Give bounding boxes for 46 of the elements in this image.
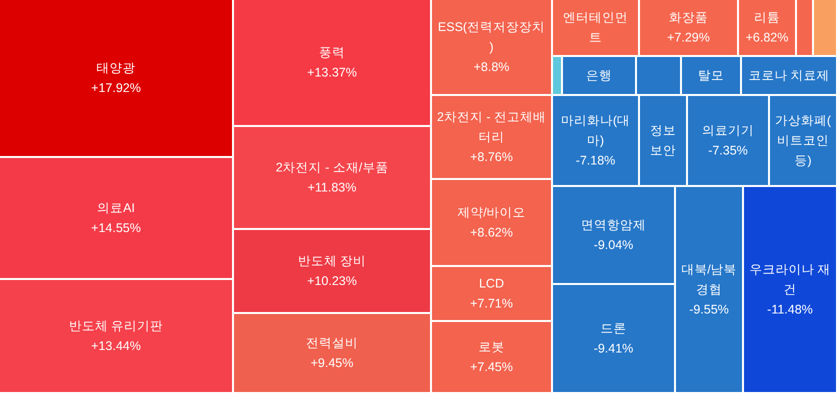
data-label: +7.71% xyxy=(470,296,513,310)
category-label: 엔터테인먼트 xyxy=(563,10,628,44)
category-label: 우크라이나 재건 xyxy=(749,262,831,296)
data-label: +7.45% xyxy=(470,360,513,374)
category-label: 2차전지 - 전고체배터리 xyxy=(436,110,546,144)
data-label: +17.92% xyxy=(91,81,141,95)
category-label: 풍력 xyxy=(319,46,345,60)
data-label: +8.8% xyxy=(474,60,510,74)
data-label: -7.35% xyxy=(708,144,748,158)
data-label: -9.41% xyxy=(594,342,634,356)
category-label: 은행 xyxy=(586,68,612,82)
data-label: +10.23% xyxy=(307,274,357,288)
category-label: 화장품 xyxy=(669,10,708,24)
category-label: 반도체 유리기판 xyxy=(68,319,164,333)
category-label: 가상화폐(비트코인 등) xyxy=(774,114,832,168)
category-label: 리튬 xyxy=(754,10,780,24)
category-label: LCD xyxy=(478,276,504,290)
data-label: +7.29% xyxy=(667,30,710,44)
data-label: +8.62% xyxy=(470,226,513,240)
category-label: 대북/남북경협 xyxy=(681,262,737,296)
category-label: 코로나 치료제 xyxy=(748,68,830,82)
category-label: 의료AI xyxy=(97,201,135,215)
data-label: -7.18% xyxy=(576,154,616,168)
data-label: +8.76% xyxy=(470,150,513,164)
category-label: 면역항암제 xyxy=(581,218,646,232)
category-label: 드론 xyxy=(600,322,626,336)
category-label: 탈모 xyxy=(698,68,724,82)
data-label: +14.55% xyxy=(91,221,141,235)
data-label: +9.45% xyxy=(310,356,354,370)
data-label: +13.37% xyxy=(307,66,357,80)
data-label: +6.82% xyxy=(746,30,788,44)
data-label: -11.48% xyxy=(767,302,813,316)
category-label: 반도체 장비 xyxy=(298,254,366,268)
category-label: 전력설비 xyxy=(306,336,358,350)
category-label: 제약/바이오 xyxy=(457,206,526,220)
data-label: +13.44% xyxy=(91,339,141,353)
category-label: 2차전지 - 소재/부품 xyxy=(276,160,388,174)
data-label: -9.55% xyxy=(689,302,729,316)
category-label: 로봇 xyxy=(478,340,504,354)
data-label: +11.83% xyxy=(308,180,356,194)
category-label: ESS(전력저장장치) xyxy=(438,20,546,54)
category-label: 의료기기 xyxy=(702,124,754,138)
category-label: 마리화나(대마) xyxy=(560,114,630,148)
data-label: -9.04% xyxy=(594,238,634,252)
category-label: 정보보안 xyxy=(650,124,676,158)
category-label: 태양광 xyxy=(96,61,136,75)
